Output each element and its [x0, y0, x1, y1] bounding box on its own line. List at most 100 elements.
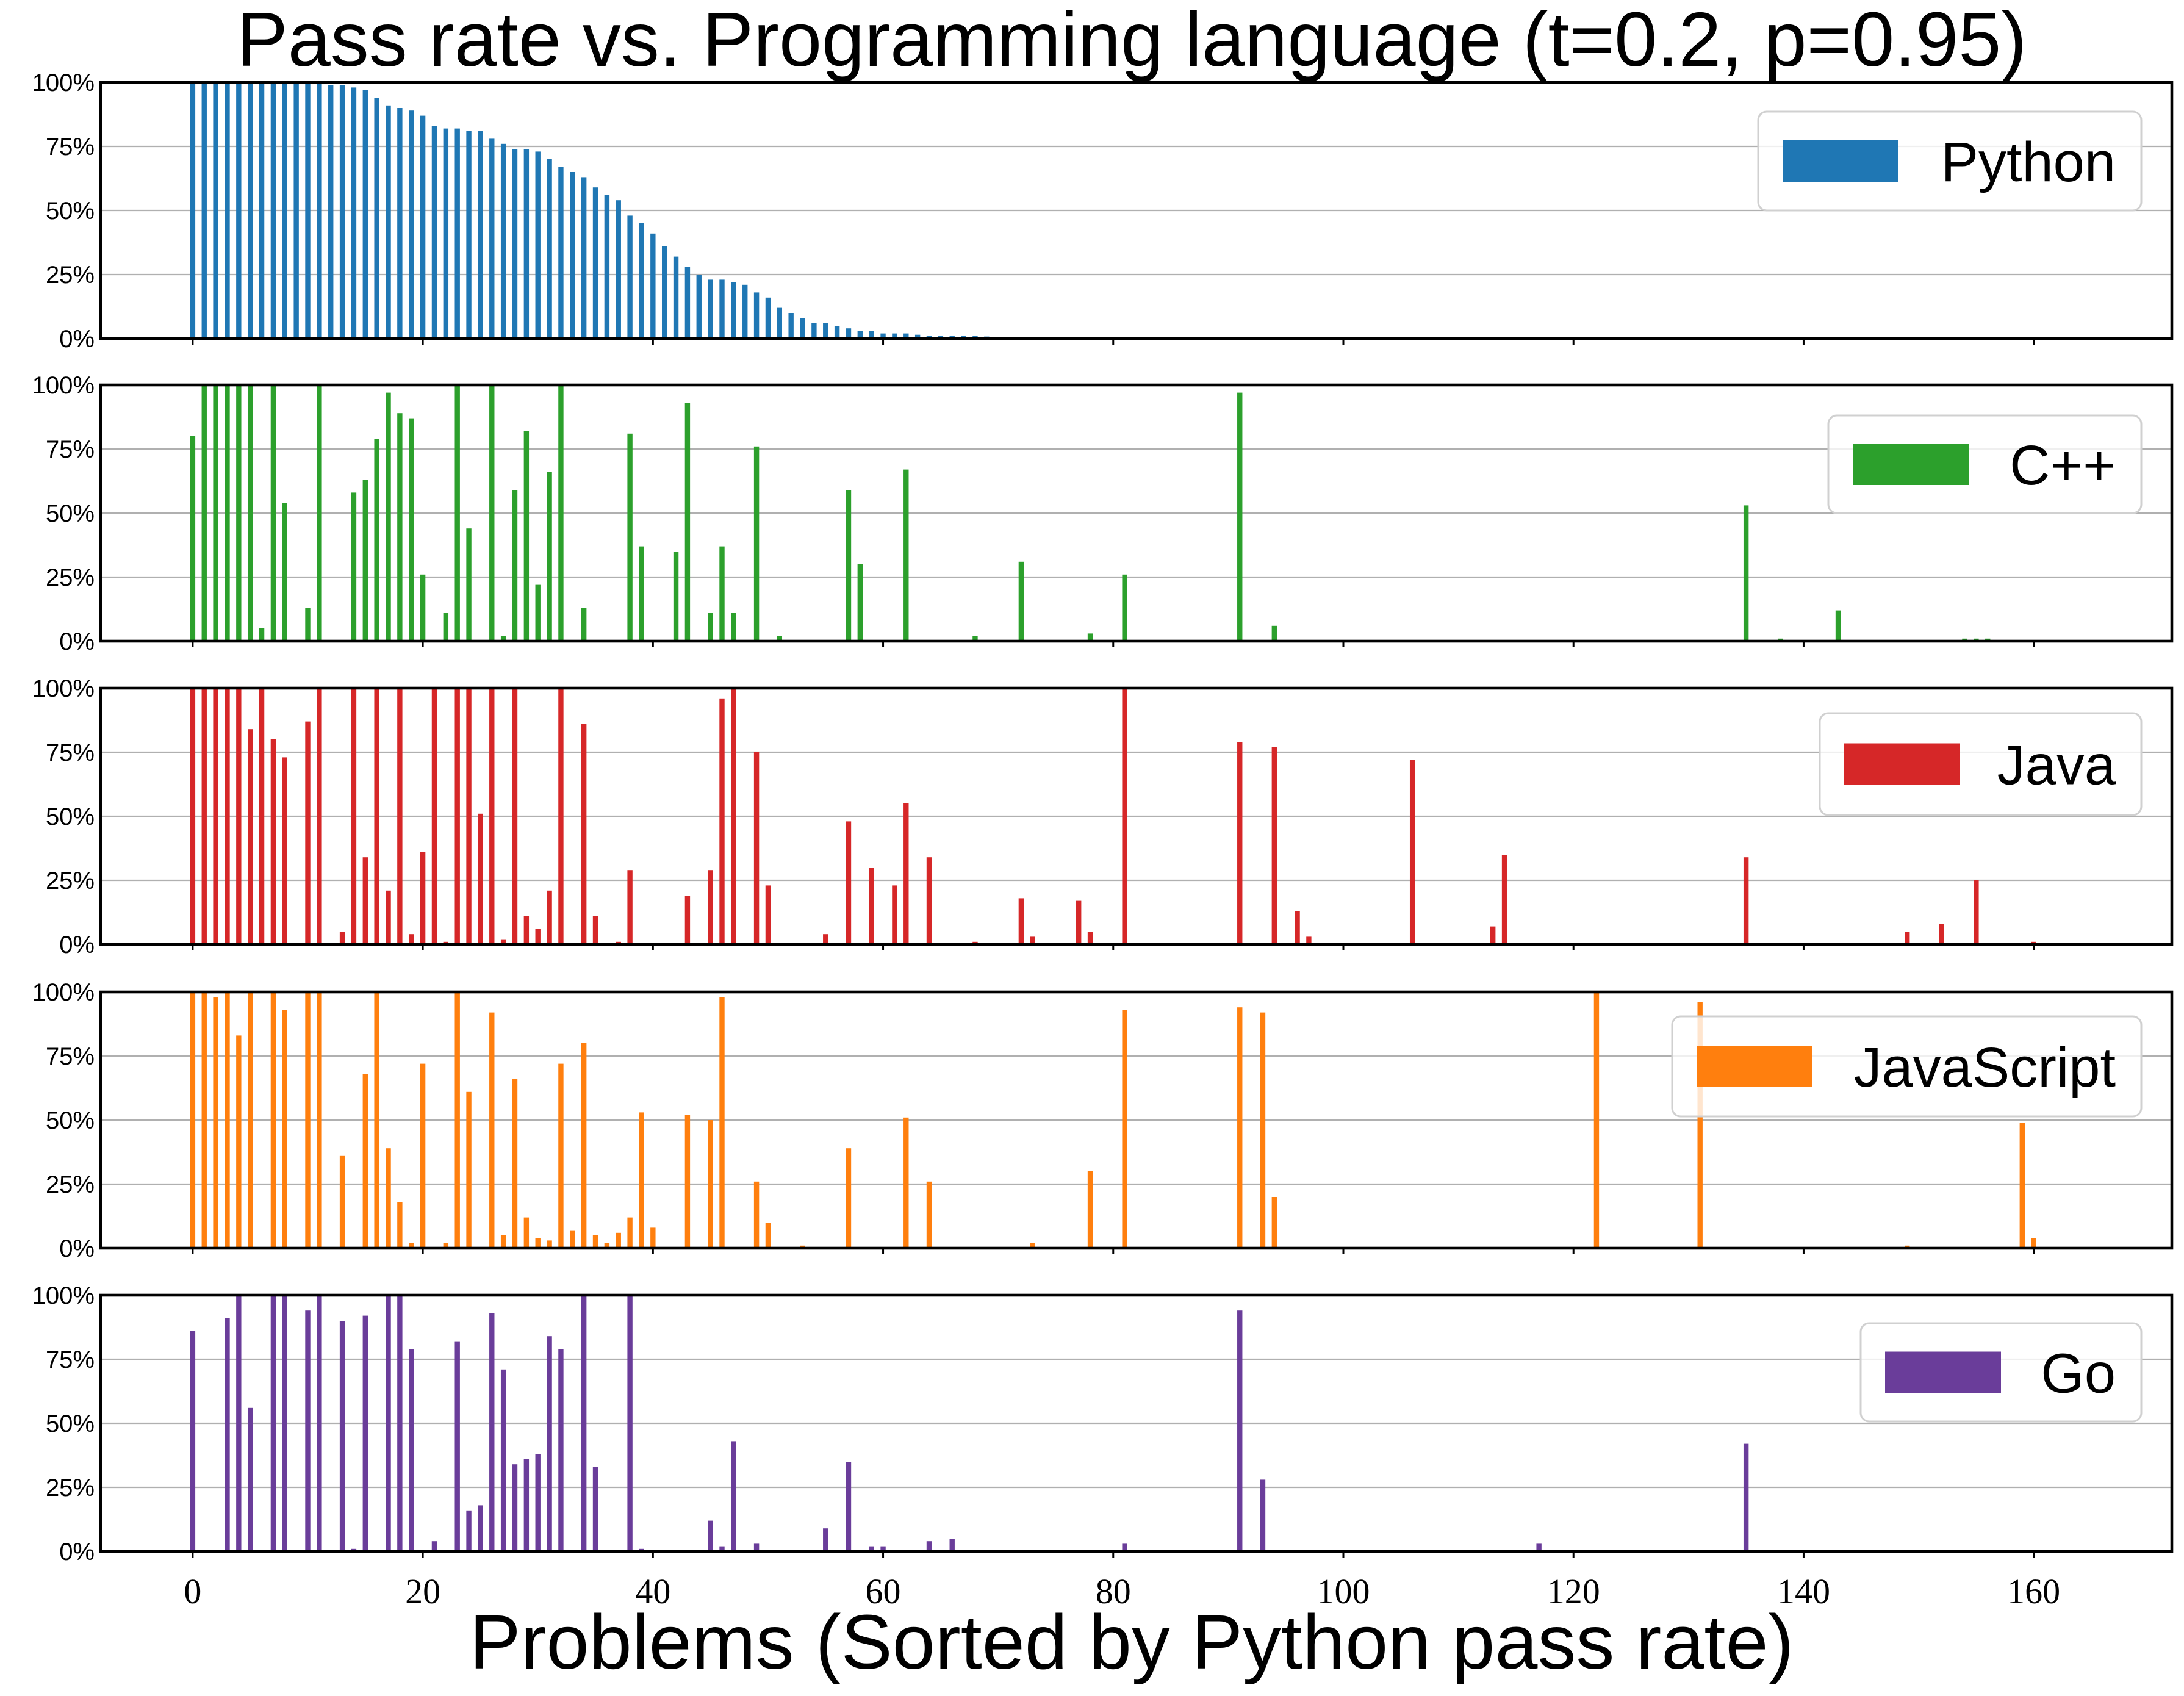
- bar: [454, 992, 460, 1248]
- bar: [834, 326, 840, 339]
- bar: [362, 480, 368, 641]
- bar: [753, 292, 760, 339]
- bar: [259, 82, 265, 339]
- bar: [592, 1467, 598, 1551]
- bar: [547, 1240, 552, 1248]
- bar: [190, 1331, 196, 1551]
- bar: [420, 1063, 426, 1248]
- bar: [926, 1541, 932, 1551]
- bar: [800, 318, 805, 339]
- bar: [892, 333, 897, 339]
- bar: [1087, 932, 1093, 944]
- bar: [236, 688, 242, 944]
- bar: [535, 584, 541, 641]
- bar: [1490, 926, 1496, 944]
- bar: [719, 279, 725, 339]
- bar: [305, 1310, 311, 1551]
- legend-label: Go: [2041, 1343, 2116, 1405]
- bar: [581, 177, 587, 339]
- bar: [684, 896, 691, 944]
- panel-java: 0% 25% 50% 75% 100% Java: [32, 675, 2174, 958]
- bar: [478, 813, 483, 944]
- bar: [592, 187, 598, 339]
- bar: [466, 1510, 472, 1551]
- bar: [558, 167, 564, 339]
- bar: [374, 992, 379, 1248]
- bar: [823, 1528, 828, 1551]
- bar: [270, 385, 276, 641]
- legend-javascript: JavaScript: [1671, 1015, 2143, 1118]
- bar: [547, 890, 552, 944]
- bar: [374, 688, 379, 944]
- bar: [270, 82, 276, 339]
- bar: [247, 82, 253, 339]
- bar: [225, 688, 230, 944]
- bar: [409, 1349, 414, 1551]
- bar: [1237, 1007, 1243, 1248]
- bar: [639, 546, 644, 641]
- bar: [282, 1295, 287, 1551]
- bar: [1122, 574, 1127, 641]
- bar: [1743, 1443, 1749, 1551]
- bar: [673, 552, 679, 641]
- bar: [374, 98, 379, 339]
- bar: [627, 433, 633, 641]
- bar: [535, 929, 541, 944]
- bar: [592, 1235, 598, 1248]
- y-tick-label: 75%: [46, 436, 95, 463]
- bar: [570, 1230, 575, 1248]
- legend-swatch: [1783, 140, 1898, 182]
- bar: [225, 992, 230, 1248]
- bar: [2019, 1123, 2025, 1248]
- bar: [489, 1313, 495, 1551]
- y-tick-label: 100%: [32, 1282, 95, 1309]
- bar: [397, 413, 403, 641]
- bar: [454, 385, 460, 641]
- bar: [282, 757, 287, 944]
- x-tick-label: 40: [635, 1572, 670, 1611]
- bar: [684, 267, 691, 339]
- bar: [328, 85, 334, 339]
- bar: [259, 688, 265, 944]
- bar: [811, 323, 817, 339]
- bar: [236, 82, 242, 339]
- bar: [719, 997, 725, 1248]
- bar: [190, 436, 196, 641]
- bar: [846, 490, 852, 641]
- y-tick-label: 0%: [59, 932, 95, 958]
- legend-swatch: [1844, 743, 1960, 785]
- bar: [753, 752, 760, 944]
- bar: [512, 149, 518, 339]
- bar: [236, 1295, 242, 1551]
- bar: [765, 1223, 771, 1248]
- bar: [1295, 911, 1300, 944]
- bar: [454, 128, 460, 339]
- bar: [466, 131, 472, 339]
- bar: [547, 1336, 552, 1551]
- legend-python: Python: [1757, 110, 2143, 212]
- bar: [1087, 1171, 1093, 1248]
- panel-frame: [99, 1293, 2174, 1553]
- bar: [443, 1243, 449, 1248]
- bar: [926, 857, 932, 944]
- bar: [1271, 625, 1277, 641]
- bar: [1076, 900, 1082, 944]
- bar: [616, 200, 621, 339]
- bar: [409, 110, 414, 339]
- bar: [293, 82, 299, 339]
- bar: [339, 932, 345, 944]
- x-tick-label: 100: [1317, 1572, 1370, 1611]
- bar: [512, 1079, 518, 1248]
- legend-label: Python: [1941, 131, 2116, 193]
- bar: [478, 1505, 483, 1551]
- bar: [1260, 1479, 1266, 1551]
- bar: [201, 688, 207, 944]
- legend-cpp: C++: [1827, 414, 2143, 514]
- bar: [270, 739, 276, 944]
- bar: [201, 82, 207, 339]
- bar: [535, 151, 541, 339]
- bar: [317, 688, 322, 944]
- bar: [1904, 932, 1910, 944]
